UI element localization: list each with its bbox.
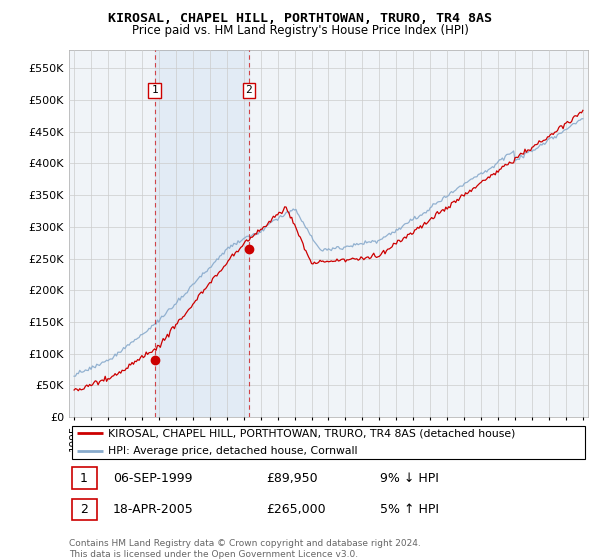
Text: KIROSAL, CHAPEL HILL, PORTHTOWAN, TRURO, TR4 8AS (detached house): KIROSAL, CHAPEL HILL, PORTHTOWAN, TRURO,…	[108, 428, 515, 438]
Text: 1: 1	[80, 472, 88, 485]
FancyBboxPatch shape	[71, 499, 97, 520]
Text: Contains HM Land Registry data © Crown copyright and database right 2024.
This d: Contains HM Land Registry data © Crown c…	[69, 539, 421, 559]
Text: Price paid vs. HM Land Registry's House Price Index (HPI): Price paid vs. HM Land Registry's House …	[131, 24, 469, 36]
Text: £89,950: £89,950	[266, 472, 318, 485]
FancyBboxPatch shape	[71, 468, 97, 489]
Text: 9% ↓ HPI: 9% ↓ HPI	[380, 472, 439, 485]
Text: 18-APR-2005: 18-APR-2005	[113, 503, 194, 516]
Text: KIROSAL, CHAPEL HILL, PORTHTOWAN, TRURO, TR4 8AS: KIROSAL, CHAPEL HILL, PORTHTOWAN, TRURO,…	[108, 12, 492, 25]
Text: HPI: Average price, detached house, Cornwall: HPI: Average price, detached house, Corn…	[108, 446, 358, 456]
Bar	[155, 50, 249, 417]
Text: £265,000: £265,000	[266, 503, 326, 516]
Text: 06-SEP-1999: 06-SEP-1999	[113, 472, 193, 485]
Text: 5% ↑ HPI: 5% ↑ HPI	[380, 503, 439, 516]
Text: 2: 2	[80, 503, 88, 516]
FancyBboxPatch shape	[71, 426, 586, 459]
Text: 1: 1	[151, 85, 158, 95]
Text: 2: 2	[245, 85, 252, 95]
